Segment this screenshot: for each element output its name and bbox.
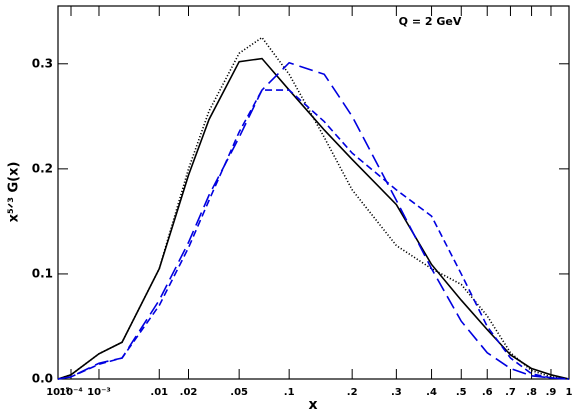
x-tick-label: .02 bbox=[180, 387, 198, 398]
x-tick-label: 1 bbox=[566, 387, 573, 398]
x-tick-label: .01 bbox=[150, 387, 168, 398]
y-tick-label: 0.1 bbox=[32, 266, 53, 280]
y-tick-label: 0.0 bbox=[32, 372, 53, 386]
x-tick-label: .7 bbox=[505, 387, 516, 398]
y-axis-label: x⁵ᐟ³ G(x) bbox=[7, 162, 22, 223]
data-line bbox=[57, 61, 570, 380]
x-tick-label: .5 bbox=[456, 387, 467, 398]
x-tick-label: .05 bbox=[230, 387, 248, 398]
y-tick-label: 0.3 bbox=[32, 56, 53, 70]
x-tick-label: .9 bbox=[546, 387, 557, 398]
x-tick-label: 10⁻⁴ bbox=[59, 387, 83, 398]
x-tick-label: .3 bbox=[391, 387, 402, 398]
x-tick-label: .8 bbox=[526, 387, 537, 398]
data-line bbox=[57, 36, 570, 380]
y-tick-label: 0.2 bbox=[32, 161, 53, 175]
data-line bbox=[57, 57, 570, 380]
x-tick-label: 10⁻⁵ bbox=[46, 387, 70, 398]
x-tick-label: .1 bbox=[284, 387, 295, 398]
x-tick-label: .6 bbox=[482, 387, 493, 398]
x-tick-label: .2 bbox=[347, 387, 358, 398]
annotation: Q = 2 GeV bbox=[399, 15, 462, 28]
data-line bbox=[57, 89, 570, 380]
x-tick-label: 10⁻³ bbox=[87, 387, 111, 398]
plot-frame bbox=[57, 5, 570, 380]
x-axis-label: x bbox=[308, 397, 317, 413]
x-tick-label: .4 bbox=[426, 387, 437, 398]
